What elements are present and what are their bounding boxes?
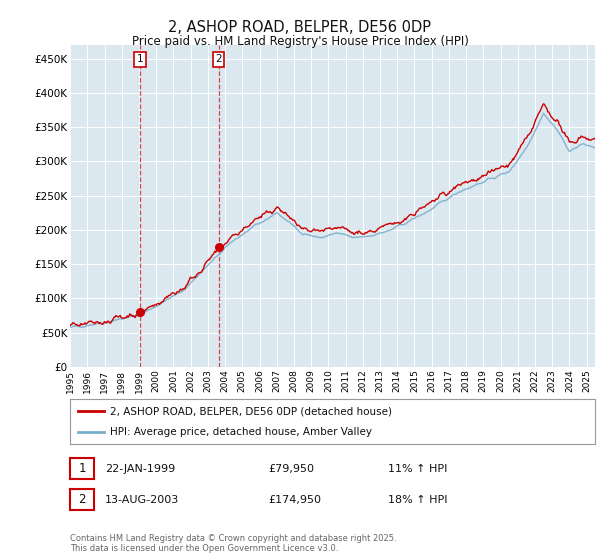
Text: 22-JAN-1999: 22-JAN-1999 [105,464,175,474]
Text: Price paid vs. HM Land Registry's House Price Index (HPI): Price paid vs. HM Land Registry's House … [131,35,469,48]
Text: £174,950: £174,950 [268,494,321,505]
Text: 1: 1 [137,54,143,64]
Text: 2: 2 [79,493,86,506]
Text: HPI: Average price, detached house, Amber Valley: HPI: Average price, detached house, Ambe… [110,427,371,437]
Text: 2, ASHOP ROAD, BELPER, DE56 0DP: 2, ASHOP ROAD, BELPER, DE56 0DP [169,20,431,35]
Text: 2: 2 [215,54,222,64]
Text: 1: 1 [79,462,86,475]
Text: Contains HM Land Registry data © Crown copyright and database right 2025.
This d: Contains HM Land Registry data © Crown c… [70,534,397,553]
Text: £79,950: £79,950 [268,464,314,474]
Text: 13-AUG-2003: 13-AUG-2003 [105,494,179,505]
Text: 11% ↑ HPI: 11% ↑ HPI [388,464,448,474]
Text: 2, ASHOP ROAD, BELPER, DE56 0DP (detached house): 2, ASHOP ROAD, BELPER, DE56 0DP (detache… [110,407,392,417]
Text: 18% ↑ HPI: 18% ↑ HPI [388,494,448,505]
